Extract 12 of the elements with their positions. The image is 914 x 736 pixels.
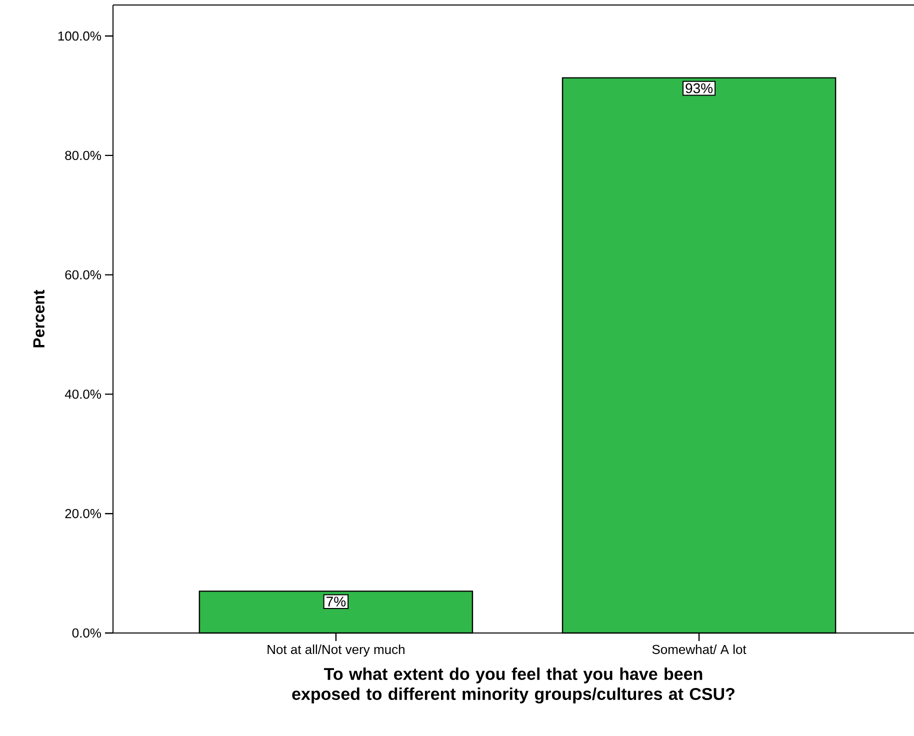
y-tick-label: 0.0%	[72, 628, 102, 638]
data-label: 7%	[326, 596, 346, 606]
y-tick-label: 100.0%	[58, 31, 102, 41]
y-tick-label: 40.0%	[64, 390, 102, 399]
y-tick-label: 80.0%	[65, 150, 102, 160]
y-tick-label: 20.0%	[65, 508, 102, 518]
y-tick-label: 60.0%	[65, 270, 102, 280]
y-axis-title: Percent	[33, 290, 45, 348]
x-tick-label: Not at all/Not very much	[268, 644, 404, 657]
data-label: 93%	[686, 83, 713, 94]
x-tick-label: Somewhat/ A lot	[652, 644, 746, 654]
x-axis-title: To what extent do you feel that you have been exposed to different minority groups/cultures at CSU?	[292, 668, 734, 704]
